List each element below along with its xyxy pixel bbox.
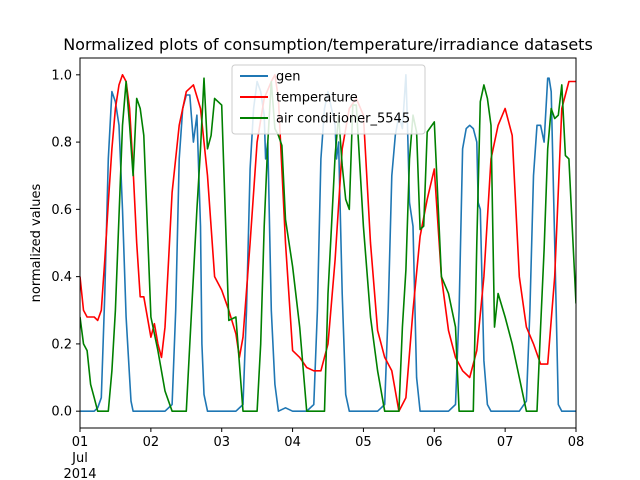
x-tick-label: 03: [213, 435, 230, 450]
chart-title: Normalized plots of consumption/temperat…: [63, 35, 593, 54]
x-tick-label: 05: [355, 435, 372, 450]
legend-label: air conditioner_5545: [276, 112, 410, 127]
plot-frame: [79, 57, 577, 429]
y-tick-label: 1.0: [51, 68, 72, 83]
x-tick-label: 07: [497, 435, 514, 450]
legend-box: [231, 64, 426, 135]
y-axis-label: normalized values: [29, 183, 44, 302]
legend-label: temperature: [276, 91, 358, 106]
legend-label: gen: [276, 70, 301, 85]
y-tick-label: 0.2: [51, 337, 72, 352]
y-tick-label: 0.6: [51, 203, 72, 218]
x-tick-label: 02: [143, 435, 160, 450]
y-tick-label: 0.0: [51, 405, 72, 420]
x-tick-label: 08: [568, 435, 585, 450]
x-sublabel: 2014: [63, 467, 96, 480]
x-tick-label: 06: [426, 435, 443, 450]
y-tick-label: 0.4: [51, 270, 72, 285]
x-sublabel: Jul: [71, 451, 88, 466]
legend: gen temperature air conditioner_5545: [231, 64, 426, 135]
x-tick-label: 04: [284, 435, 301, 450]
series-line-air-conditioner-5545: [80, 77, 576, 412]
y-tick-label: 0.8: [51, 136, 72, 151]
x-tick-label: 01: [72, 435, 89, 450]
